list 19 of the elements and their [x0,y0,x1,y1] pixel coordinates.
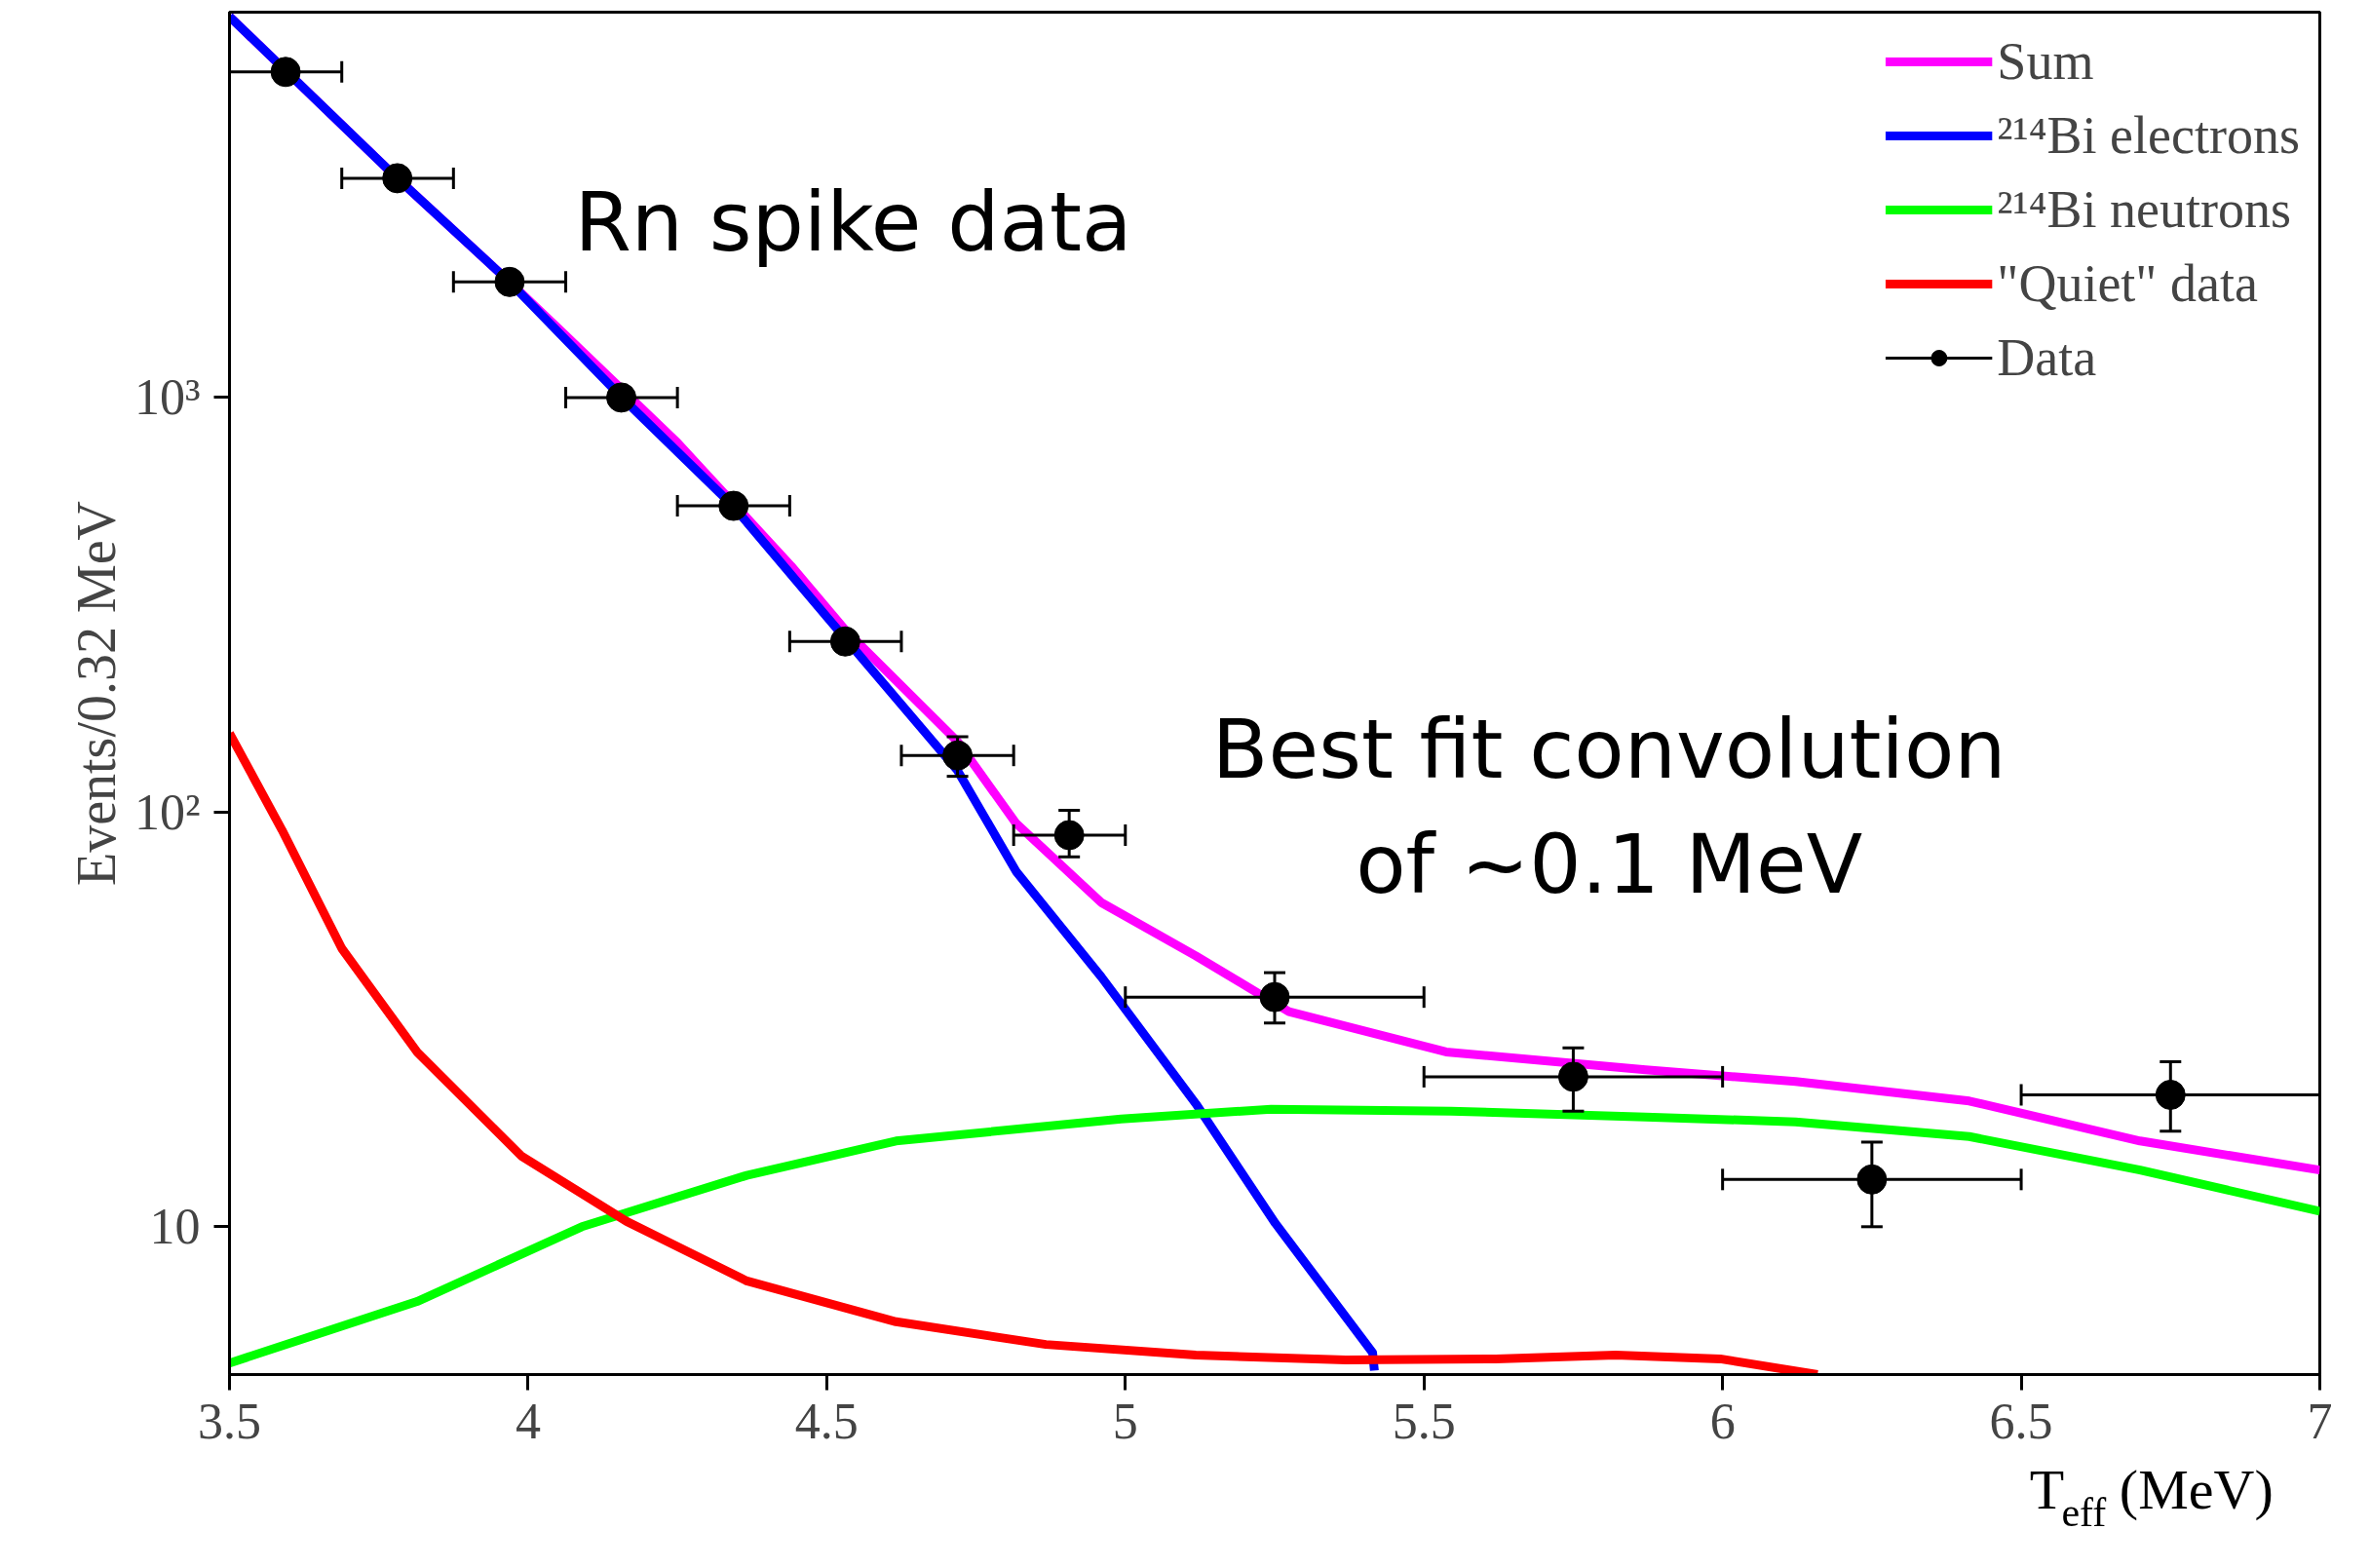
x-tick-label: 4.5 [794,1393,859,1449]
x-tick-label: 7 [2307,1393,2333,1449]
x-tick-label: 4 [515,1393,541,1449]
x-tick-label: 5 [1112,1393,1138,1449]
legend-label: ²¹⁴Bi electrons [1997,105,2300,166]
legend-label: Sum [1997,31,2094,92]
legend-label: Data [1997,327,2097,388]
y-tick-label: 10² [134,784,201,840]
x-tick-label: 5.5 [1392,1393,1456,1449]
x-tick-label: 3.5 [198,1393,261,1449]
annotation: Rn spike data [574,174,1132,271]
x-tick-label: 6.5 [1989,1393,2053,1449]
x-tick-label: 6 [1709,1393,1736,1449]
legend-label: ²¹⁴Bi neutrons [1997,179,2292,240]
y-tick-label: 10 [149,1199,201,1255]
legend-label: "Quiet" data [1997,253,2258,314]
y-axis-title: Events/0.32 MeV [65,500,127,887]
y-tick-label: 10³ [134,369,201,426]
annotation: Best fit convolution of ~0.1 MeV [1211,702,2007,913]
